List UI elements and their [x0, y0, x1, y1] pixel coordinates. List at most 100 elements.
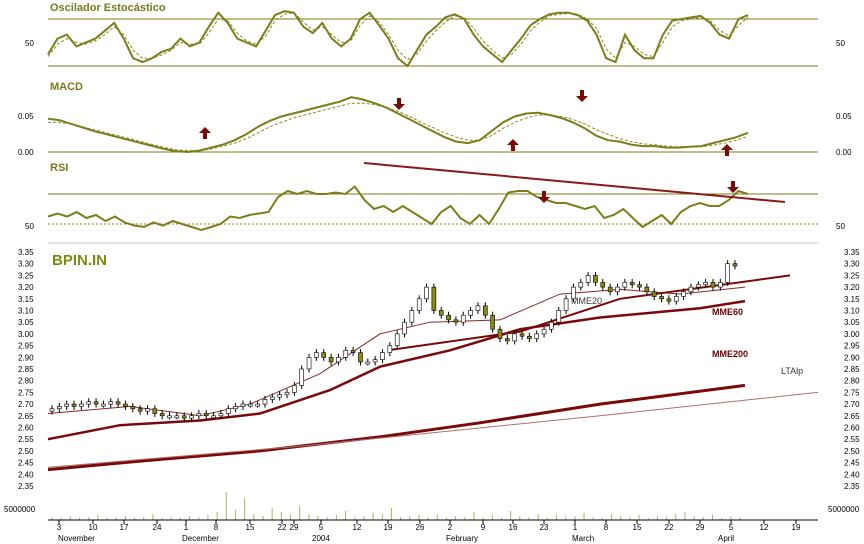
macd-arrow-1-shape [199, 127, 211, 139]
candle-body-63 [512, 333, 517, 342]
macd-arrow-2 [393, 98, 405, 110]
candle-body-62 [505, 338, 510, 342]
candle-body-69 [556, 310, 562, 323]
volume-label-left: 5000000 [4, 505, 36, 514]
price-tick-left-1: 3.30 [18, 260, 34, 269]
candle-body-89 [703, 282, 708, 286]
price-tick-right-3: 3.20 [844, 283, 860, 292]
price-tick-right-16: 2.55 [844, 435, 860, 444]
candle-body-21 [203, 413, 209, 417]
rsi-label-right: 50 [836, 222, 845, 231]
price-tick-right-6: 3.05 [844, 318, 860, 327]
price-tick-right-2: 3.25 [844, 271, 860, 280]
candle-body-23 [218, 413, 224, 417]
volume-label-right: 5000000 [828, 505, 860, 514]
candle-body-83 [659, 296, 664, 300]
candle-body-56 [460, 314, 466, 323]
macd-title: MACD [50, 81, 83, 93]
candle-body-0 [49, 408, 55, 412]
macd-arrow-4-shape [576, 90, 588, 102]
ticker-label: BPIN.IN [52, 252, 107, 269]
candle-body-45 [380, 352, 385, 360]
macd-arrow-5 [721, 144, 733, 156]
x-month-label-3: February [446, 534, 478, 543]
rsi-arrow-1 [538, 191, 550, 203]
candle-body-75 [600, 282, 606, 288]
candle-body-30 [270, 396, 275, 400]
candle-body-39 [336, 356, 341, 363]
macd-tick-000-left: 0.00 [18, 148, 34, 157]
candle-body-41 [350, 349, 356, 353]
x-month-label-0: November [58, 534, 95, 543]
candle-body-13 [145, 408, 150, 412]
candle-body-16 [167, 415, 172, 419]
candle-body-81 [644, 286, 650, 293]
candle-body-31 [277, 394, 282, 398]
x-day-label-8: 29 [290, 523, 299, 532]
price-tick-left-8: 2.95 [18, 342, 34, 351]
price-tick-right-4: 3.15 [844, 295, 860, 304]
candle-body-49 [409, 310, 415, 323]
macd-arrow-1 [199, 127, 211, 139]
price-tick-left-6: 3.05 [18, 318, 34, 327]
candle-body-50 [416, 298, 422, 311]
candle-body-80 [637, 284, 642, 288]
price-tick-right-5: 3.10 [844, 307, 860, 316]
candle-body-85 [673, 296, 679, 302]
candle-body-71 [571, 286, 576, 300]
rsi-arrow-1-shape [538, 191, 550, 203]
candle-body-64 [519, 333, 525, 337]
candle-body-22 [211, 415, 216, 419]
price-tick-right-11: 2.80 [844, 377, 860, 386]
price-tick-left-5: 3.10 [18, 307, 34, 316]
price-tick-left-9: 2.90 [18, 353, 34, 362]
mme60-line [47, 299, 746, 441]
x-day-label-5: 8 [214, 523, 219, 532]
x-day-label-3: 24 [153, 523, 162, 532]
candle-body-52 [431, 286, 437, 311]
candle-body-72 [578, 282, 584, 288]
candle-body-5 [86, 401, 92, 405]
candle-body-44 [372, 359, 378, 363]
candle-body-79 [629, 282, 635, 286]
candle-body-10 [123, 403, 128, 407]
candle-body-93 [732, 263, 738, 267]
price-tick-right-10: 2.85 [844, 365, 860, 374]
stoch-label-right: 50 [836, 39, 845, 48]
candle-body-1 [57, 406, 62, 410]
candle-body-87 [688, 286, 694, 293]
candle-body-18 [181, 415, 187, 419]
price-tick-left-16: 2.55 [18, 435, 34, 444]
macd-arrow-3 [507, 139, 519, 151]
candle-body-46 [387, 345, 393, 353]
price-tick-left-10: 2.85 [18, 365, 34, 374]
candle-body-48 [402, 321, 407, 335]
candle-body-86 [681, 291, 686, 297]
price-trendline [387, 274, 791, 352]
mme200-line [47, 383, 746, 472]
price-tick-right-19: 2.40 [844, 470, 860, 479]
candle-body-70 [563, 298, 569, 311]
stoch-title: Oscilador Estocástico [50, 2, 166, 14]
macd-arrow-3-shape [507, 139, 519, 151]
rsi-label-left: 50 [25, 222, 34, 231]
price-tick-left-15: 2.60 [18, 424, 34, 433]
price-tick-right-20: 2.35 [844, 482, 860, 491]
candle-body-74 [593, 275, 598, 283]
candle-body-57 [468, 310, 473, 316]
x-day-label-19: 15 [633, 523, 642, 532]
x-day-label-13: 2 [448, 523, 453, 532]
candle-body-17 [174, 415, 180, 419]
price-tick-left-11: 2.80 [18, 377, 34, 386]
candle-body-8 [108, 401, 114, 405]
ltalp-label: LTAlp [781, 366, 803, 376]
candle-body-92 [725, 263, 730, 283]
rsi-line [47, 185, 749, 232]
candle-body-9 [115, 401, 121, 405]
candle-body-58 [475, 305, 481, 311]
price-tick-left-18: 2.45 [18, 459, 34, 468]
x-day-label-24: 19 [792, 523, 801, 532]
x-day-label-6: 15 [246, 523, 255, 532]
price-tick-left-14: 2.65 [18, 412, 34, 421]
candle-body-67 [541, 328, 547, 335]
